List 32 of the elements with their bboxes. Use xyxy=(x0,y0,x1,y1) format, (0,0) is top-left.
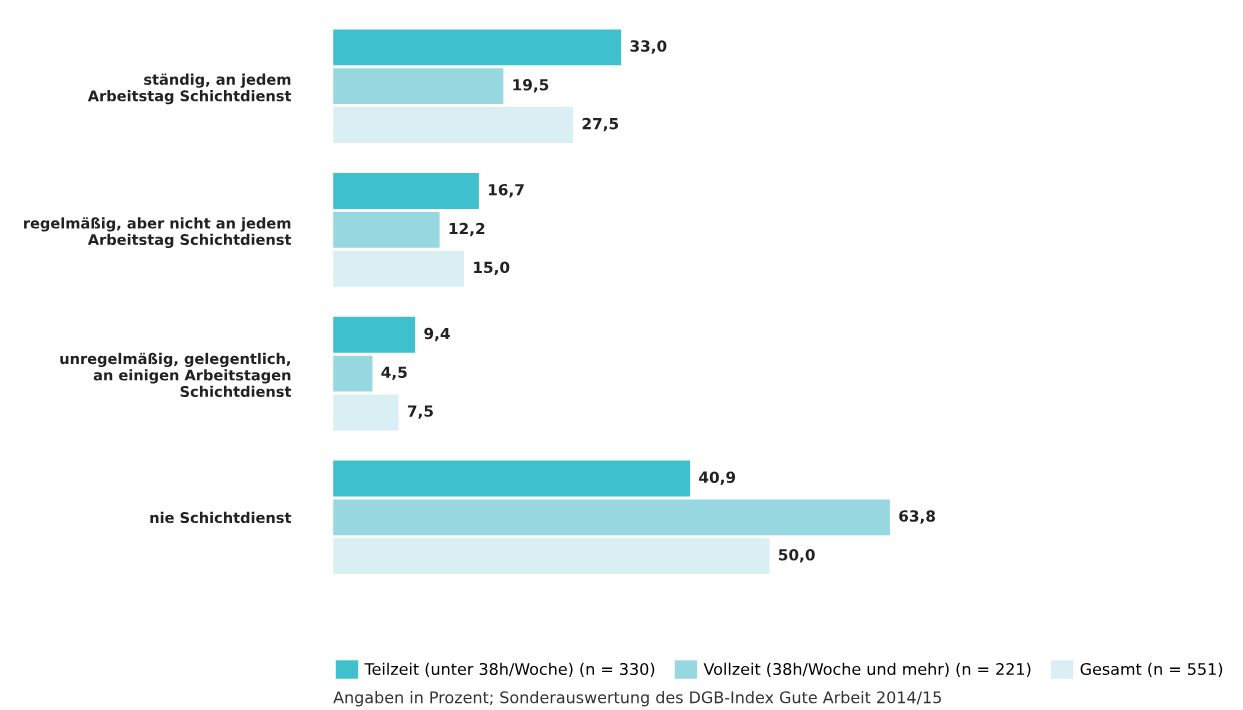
data-label: 27,5 xyxy=(582,117,619,132)
y-tick-label: ständig, an jedem Arbeitstag Schichtdienst xyxy=(87,73,292,105)
data-label: 15,0 xyxy=(474,261,510,276)
data-label: 63,8 xyxy=(899,510,936,524)
bar xyxy=(333,250,465,287)
bar xyxy=(333,173,479,210)
data-label: 9,4 xyxy=(424,327,450,342)
data-label: 7,5 xyxy=(407,405,433,419)
data-label: 19,5 xyxy=(513,79,549,93)
data-label: 40,9 xyxy=(699,471,736,485)
legend-label: Gesamt (n = 551) xyxy=(1080,662,1223,677)
bar xyxy=(333,68,504,105)
data-label: 12,2 xyxy=(449,222,485,237)
bar xyxy=(333,460,691,497)
bar xyxy=(333,499,890,536)
bar xyxy=(333,29,622,66)
y-tick-label: unregelmäßig, gelegentlich, an einigen Arbeitstagen Schichtdienst xyxy=(60,352,292,398)
bar xyxy=(333,394,399,431)
data-label: 33,0 xyxy=(630,40,667,54)
bar xyxy=(333,538,770,575)
y-tick-label: regelmäßig, aber nicht an jedem Arbeitstag Schichtdienst xyxy=(24,217,292,248)
text: Angaben in Prozent; Sonderauswertung des DGB-Index Gute Arbeit 2014/15 xyxy=(333,690,941,707)
legend-label: Teilzeit (unter 38h/Woche) (n = 330) xyxy=(364,662,655,677)
y-tick-label: nie Schichtdienst xyxy=(150,511,292,524)
bar xyxy=(333,211,440,248)
legend-label: Vollzeit (38h/Woche und mehr) (n = 221) xyxy=(703,662,1031,677)
bar xyxy=(333,106,574,143)
bar xyxy=(333,316,416,353)
data-label: 50,0 xyxy=(779,549,815,563)
data-label: 4,5 xyxy=(381,366,407,380)
data-label: 16,7 xyxy=(488,183,524,198)
bar xyxy=(333,355,373,392)
